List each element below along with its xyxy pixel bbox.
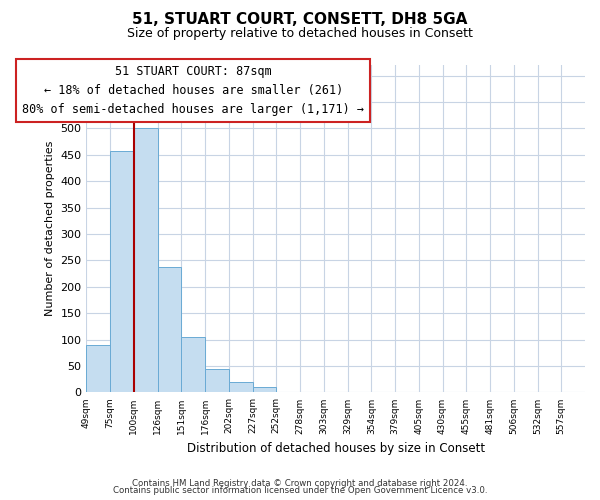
Bar bbox=[134, 128, 158, 392]
Text: Size of property relative to detached houses in Consett: Size of property relative to detached ho… bbox=[127, 28, 473, 40]
Y-axis label: Number of detached properties: Number of detached properties bbox=[45, 141, 55, 316]
Text: Contains HM Land Registry data © Crown copyright and database right 2024.: Contains HM Land Registry data © Crown c… bbox=[132, 478, 468, 488]
Text: Contains public sector information licensed under the Open Government Licence v3: Contains public sector information licen… bbox=[113, 486, 487, 495]
X-axis label: Distribution of detached houses by size in Consett: Distribution of detached houses by size … bbox=[187, 442, 485, 455]
Bar bbox=[205, 368, 229, 392]
Bar bbox=[86, 345, 110, 393]
Bar bbox=[181, 337, 205, 392]
Bar bbox=[229, 382, 253, 392]
Text: 51 STUART COURT: 87sqm
← 18% of detached houses are smaller (261)
80% of semi-de: 51 STUART COURT: 87sqm ← 18% of detached… bbox=[22, 65, 364, 116]
Bar bbox=[110, 150, 134, 392]
Text: 51, STUART COURT, CONSETT, DH8 5GA: 51, STUART COURT, CONSETT, DH8 5GA bbox=[133, 12, 467, 28]
Bar bbox=[253, 387, 277, 392]
Bar bbox=[158, 268, 181, 392]
